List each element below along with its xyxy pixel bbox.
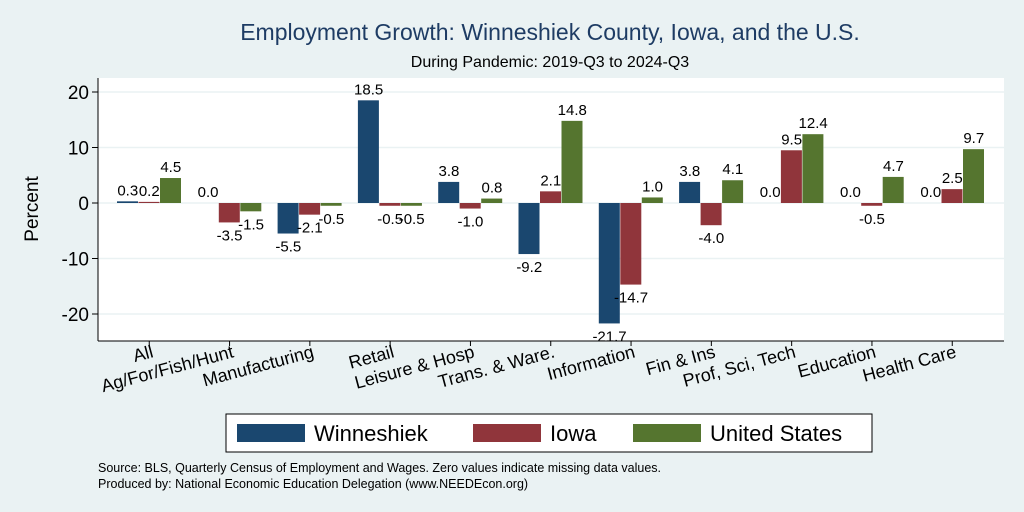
- x-tick-label: Health Care: [860, 342, 958, 386]
- bar-iowa: [459, 203, 481, 209]
- data-label: -14.7: [614, 290, 648, 307]
- source-note: Source: BLS, Quarterly Census of Employm…: [98, 461, 661, 475]
- data-label: 2.5: [942, 170, 963, 187]
- bar-iowa: [861, 203, 883, 206]
- data-label: -2.1: [297, 220, 323, 237]
- data-label: -5.5: [275, 239, 301, 256]
- bars-layer: [117, 100, 984, 324]
- data-label: 0.0: [198, 184, 219, 201]
- bar-united-states: [802, 134, 824, 203]
- data-labels-layer: 0.3 0.24.50.0-3.5-1.5-5.5-2.1-0.518.5-0.5…: [117, 81, 984, 345]
- data-label: 18.5: [354, 81, 383, 98]
- y-tick-label: -20: [62, 305, 89, 326]
- bar-united-states: [400, 203, 422, 206]
- bar-winneshiek: [277, 203, 299, 234]
- bar-winneshiek: [679, 181, 701, 203]
- bar-winneshiek: [357, 100, 379, 203]
- legend-swatch: [473, 424, 541, 442]
- bar-winneshiek: [438, 181, 460, 203]
- data-label: -0.5: [859, 211, 885, 228]
- bar-united-states: [963, 149, 984, 203]
- data-label: 1.0: [642, 178, 663, 195]
- data-label: 0.8: [482, 180, 503, 197]
- legend-label: United States: [710, 421, 842, 446]
- bar-iowa: [299, 203, 321, 215]
- data-label: 4.5: [160, 159, 181, 176]
- bar-iowa: [941, 189, 963, 203]
- x-tick-label: Information: [545, 342, 637, 385]
- y-axis-label: Percent: [22, 176, 43, 242]
- chart-subtitle: During Pandemic: 2019-Q3 to 2024-Q3: [411, 54, 689, 71]
- bar-iowa: [700, 203, 722, 226]
- data-label: 4.1: [722, 161, 743, 178]
- bar-united-states: [561, 120, 583, 203]
- y-tick-label: 0: [78, 194, 89, 215]
- data-label: 9.7: [963, 130, 984, 147]
- data-label: -9.2: [516, 259, 542, 276]
- legend: Winneshiek Iowa United States: [225, 413, 873, 453]
- bar-iowa: [540, 191, 561, 203]
- bar-united-states: [240, 203, 262, 212]
- bar-iowa: [138, 201, 160, 203]
- bar-united-states: [320, 203, 342, 206]
- data-label: 0.2: [139, 183, 160, 200]
- data-label: 0.0: [840, 184, 861, 201]
- bar-united-states: [882, 176, 904, 203]
- bar-united-states: [481, 198, 503, 203]
- bar-united-states: [160, 178, 181, 203]
- data-label: -21.7: [592, 328, 626, 345]
- bar-iowa: [218, 203, 240, 223]
- chart-title: Employment Growth: Winneshiek County, Io…: [240, 19, 860, 45]
- data-label: 9.5: [781, 131, 802, 148]
- data-label: -0.5: [377, 211, 403, 228]
- legend-label: Winneshiek: [314, 421, 429, 446]
- y-tick-label: 10: [68, 139, 89, 160]
- legend-box: [225, 413, 873, 453]
- produced-by-note: Produced by: National Economic Education…: [98, 477, 528, 491]
- data-label: 0.0: [920, 184, 941, 201]
- bar-iowa: [620, 203, 642, 285]
- legend-label: Iowa: [550, 421, 597, 446]
- data-label: 0.0: [760, 184, 781, 201]
- bar-united-states: [722, 180, 744, 203]
- data-label: -3.5: [217, 227, 243, 244]
- legend-swatch: [237, 424, 305, 442]
- bar-iowa: [379, 203, 401, 206]
- data-label: 3.8: [679, 163, 700, 180]
- data-label: 4.7: [883, 158, 904, 175]
- bar-winneshiek: [117, 201, 138, 203]
- y-tick-label: -10: [62, 250, 89, 271]
- y-tick-label: 20: [68, 83, 89, 104]
- bar-united-states: [641, 197, 663, 203]
- data-label: -1.5: [238, 216, 264, 233]
- legend-swatch: [633, 424, 701, 442]
- bar-iowa: [780, 150, 802, 203]
- data-label: 2.1: [540, 172, 561, 189]
- bar-winneshiek: [598, 203, 620, 324]
- data-label: -0.5: [399, 211, 425, 228]
- data-label: -1.0: [458, 214, 484, 231]
- bar-winneshiek: [518, 203, 540, 255]
- data-label: 0.3: [117, 182, 138, 199]
- data-label: 3.8: [439, 163, 460, 180]
- y-axis: 20 10 0 -10 -20: [62, 78, 99, 341]
- data-label: -4.0: [698, 230, 724, 247]
- data-label: 12.4: [799, 115, 828, 132]
- data-label: -0.5: [318, 211, 344, 228]
- data-label: 14.8: [558, 102, 587, 119]
